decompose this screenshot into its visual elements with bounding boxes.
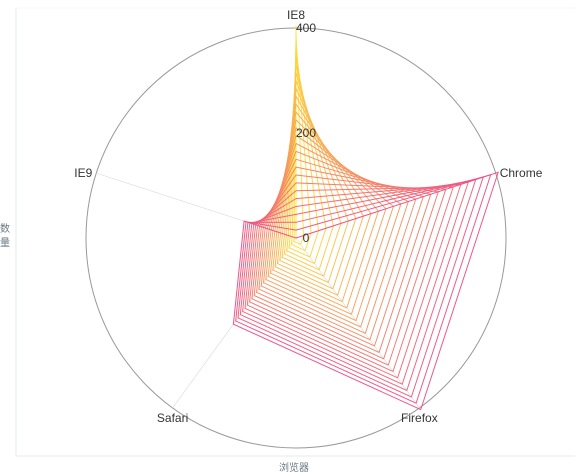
radar-series-4 [288, 48, 320, 258]
radius-tick-label: 400 [296, 21, 316, 35]
indicator-label-safari: Safari [157, 411, 188, 425]
radar-series-9 [276, 86, 357, 290]
radar-series-17 [258, 150, 417, 341]
radar-series-8 [279, 80, 349, 284]
radius-tick-label: 0 [303, 231, 310, 245]
radar-series-26 [237, 176, 484, 398]
radar-series-3 [290, 41, 312, 252]
radar-series-10 [274, 94, 364, 296]
radar-series-group [232, 25, 499, 411]
radar-series-7 [281, 72, 342, 277]
y-axis-label-char-2: 量 [0, 237, 10, 249]
x-axis-label: 浏览器 [279, 461, 309, 474]
radar-series-6 [283, 64, 334, 271]
radius-tick-label: 200 [296, 126, 316, 140]
indicator-label-chrome: Chrome [500, 166, 543, 180]
radar-labels: IE8 Chrome Firefox Safari IE9 400 200 0 [74, 8, 542, 425]
radar-series-28 [232, 171, 499, 411]
y-axis-label-char-1: 数 [0, 222, 10, 235]
indicator-label-ie9: IE9 [74, 166, 92, 180]
radar-series-12 [269, 110, 379, 309]
radar-spoke-firefox [295, 237, 420, 409]
radar-series-11 [272, 102, 372, 303]
radar-series-19 [253, 166, 432, 354]
radar-series-14 [265, 126, 394, 322]
radar-series-5 [286, 56, 327, 265]
radar-series-13 [267, 118, 387, 315]
radar-series-15 [262, 134, 402, 328]
radar-series-18 [256, 158, 424, 347]
indicator-label-ie8: IE8 [287, 8, 305, 22]
radar-series-25 [239, 178, 477, 392]
radar-series-2 [293, 33, 305, 246]
indicator-label-firefox: Firefox [401, 411, 438, 425]
radar-series-16 [260, 142, 409, 334]
radar-series-27 [235, 173, 492, 404]
